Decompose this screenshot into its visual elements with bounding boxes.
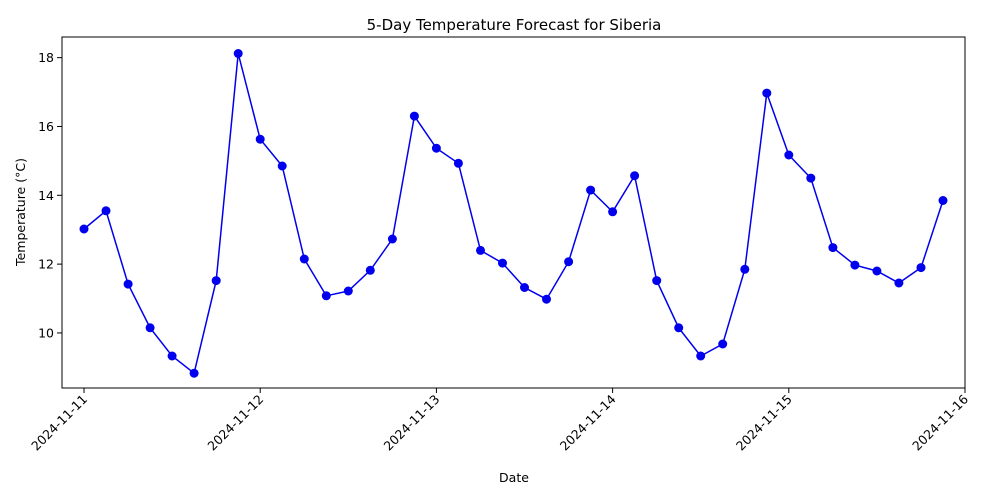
data-point xyxy=(696,351,706,361)
data-point xyxy=(145,323,155,333)
data-point xyxy=(431,143,441,153)
y-tick-label: 18 xyxy=(38,50,54,65)
data-point xyxy=(277,161,287,171)
y-axis-label: Temperature (°C) xyxy=(13,158,28,267)
x-axis: 2024-11-11 2024-11-12 2024-11-13 2024-11-14… xyxy=(28,388,971,453)
data-point xyxy=(299,254,309,264)
y-tick-label: 16 xyxy=(38,119,54,134)
data-point xyxy=(916,263,926,273)
data-point xyxy=(409,111,419,121)
data-point xyxy=(365,265,375,275)
data-points xyxy=(79,49,948,378)
series-line xyxy=(83,53,944,375)
data-point xyxy=(343,286,353,296)
data-point xyxy=(630,171,640,181)
data-point xyxy=(894,278,904,288)
data-point xyxy=(828,243,838,253)
y-axis: 10 12 14 16 18 xyxy=(38,50,62,340)
x-tick-label: 2024-11-15 xyxy=(733,392,795,454)
data-point xyxy=(608,207,618,217)
data-point xyxy=(101,206,111,216)
data-point xyxy=(762,88,772,98)
data-point xyxy=(189,368,199,378)
data-point xyxy=(387,234,397,244)
data-point xyxy=(674,323,684,333)
data-point xyxy=(167,351,177,361)
chart-title: 5-Day Temperature Forecast for Siberia xyxy=(367,16,662,34)
data-point xyxy=(938,196,948,205)
x-tick-label: 2024-11-14 xyxy=(557,391,619,453)
data-point xyxy=(564,257,574,267)
data-point xyxy=(79,224,89,234)
data-point xyxy=(850,260,860,270)
data-point xyxy=(476,245,485,255)
data-point xyxy=(784,150,794,160)
x-axis-label: Date xyxy=(499,470,529,485)
data-point xyxy=(652,276,662,286)
x-tick-label: 2024-11-16 xyxy=(909,391,971,453)
y-tick-label: 12 xyxy=(38,257,54,272)
data-point xyxy=(453,158,463,168)
y-tick-label: 14 xyxy=(38,188,54,203)
data-point xyxy=(520,283,529,292)
x-tick-label: 2024-11-12 xyxy=(204,392,266,454)
plot-area-frame xyxy=(61,36,966,389)
x-tick-label: 2024-11-13 xyxy=(381,392,443,454)
data-point xyxy=(740,264,750,274)
data-point xyxy=(498,258,507,268)
data-point xyxy=(718,339,728,349)
data-point xyxy=(123,279,133,289)
data-point xyxy=(255,134,265,144)
data-point xyxy=(806,173,816,183)
x-tick-label: 2024-11-11 xyxy=(28,392,90,454)
data-point xyxy=(211,276,221,286)
data-point xyxy=(321,291,331,301)
data-point xyxy=(542,294,551,304)
y-tick-label: 10 xyxy=(38,325,54,340)
data-point xyxy=(872,266,882,276)
data-point xyxy=(586,185,596,195)
data-point xyxy=(233,49,243,58)
